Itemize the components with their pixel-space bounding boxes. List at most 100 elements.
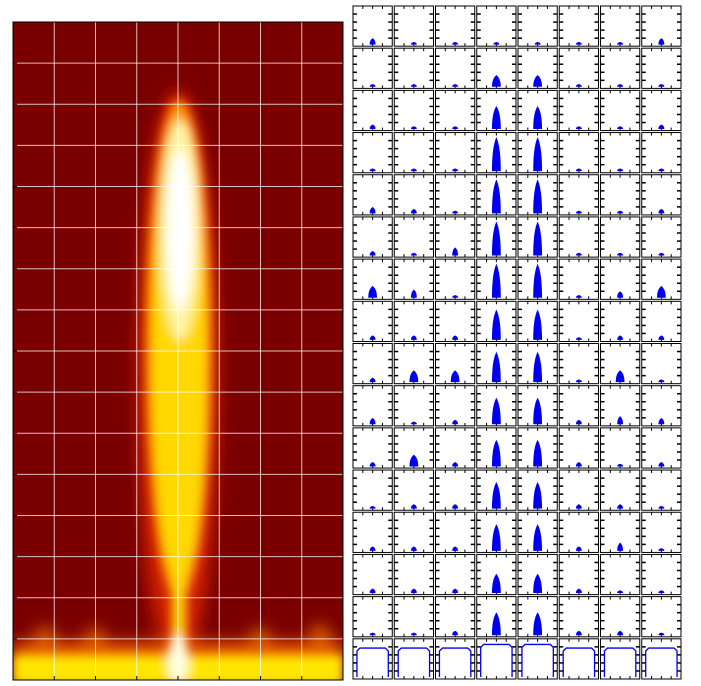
distribution [617,590,624,594]
panel-frame [641,553,682,596]
panel-frame [393,47,434,89]
panel [435,385,476,427]
panel-frame [435,638,476,680]
distribution [410,588,417,594]
panel-frame [641,300,682,342]
panel-frame [641,343,682,385]
distribution [369,168,376,172]
panel [558,5,599,47]
panel-frame [435,385,476,427]
panel [641,638,682,680]
panel [558,174,599,216]
panel-frame [435,300,476,342]
distribution [575,588,582,594]
panel [352,89,393,132]
distribution [658,590,665,594]
panel-frame [352,596,393,638]
distribution [658,252,665,256]
distribution [410,252,417,256]
panel-frame [600,216,641,258]
panel [352,132,393,174]
panel [352,427,393,469]
distribution [452,210,459,214]
panel [517,47,558,89]
heatmap-grid [12,21,344,681]
panel-frame [393,638,434,680]
frame [12,21,344,681]
panel-frame [393,132,434,174]
panel [352,300,393,342]
panel-frame [600,427,641,469]
panel-frame [641,427,682,469]
panel [476,89,517,132]
panel [600,385,641,427]
panel [393,553,434,596]
distribution [562,647,596,677]
panel [641,300,682,342]
panel-frame [558,47,599,89]
distribution [575,252,582,256]
panel-frame [393,216,434,258]
panel [517,132,558,174]
distribution [617,335,624,340]
distribution [410,421,417,425]
panel-frame [352,132,393,174]
panel [352,553,393,596]
panel [476,638,517,680]
distribution [575,630,582,636]
panel [476,469,517,511]
distribution [658,632,665,636]
panel [393,638,434,680]
panel [393,511,434,553]
panel [352,596,393,638]
panel [476,216,517,258]
distribution [409,454,419,467]
distribution [617,291,624,298]
panel [517,343,558,385]
distribution [521,643,554,677]
panel [393,385,434,427]
distribution [410,208,417,214]
distribution [369,38,376,45]
panel [435,132,476,174]
distribution [533,221,543,256]
panel [600,638,641,680]
distribution [575,168,582,172]
panel [558,427,599,469]
distribution [480,643,513,677]
distribution [533,397,543,425]
panel [435,343,476,385]
panel [600,132,641,174]
panel [393,469,434,511]
distribution [658,124,665,129]
panel-frame [641,47,682,89]
distribution [533,179,543,214]
panel-frame [352,89,393,132]
panel [517,89,558,132]
panel [352,511,393,553]
distribution [658,84,665,87]
distribution [491,573,501,594]
distribution [658,335,665,340]
panel [600,5,641,47]
distribution [645,647,678,677]
distribution [575,295,582,298]
distribution [491,179,501,214]
distribution [491,612,501,636]
distribution [575,210,582,214]
panel [558,385,599,427]
panel [393,596,434,638]
panel-frame [352,216,393,258]
panel-frame [352,469,393,511]
distribution [617,84,624,87]
panel-frame [435,47,476,89]
panel [393,89,434,132]
distribution [617,416,624,425]
distribution [356,647,389,677]
panel [435,174,476,216]
distribution [369,632,376,636]
distribution [452,168,459,172]
panel-frame [558,89,599,132]
